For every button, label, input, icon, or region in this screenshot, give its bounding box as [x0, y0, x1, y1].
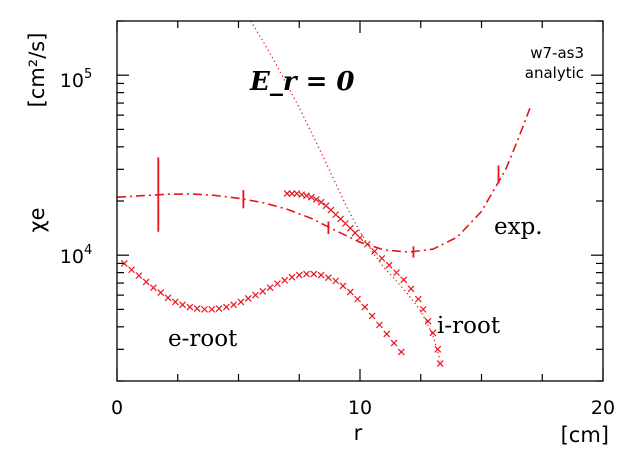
data-point	[150, 284, 157, 292]
data-point	[135, 272, 143, 280]
y-axis-unit: [cm²/s]	[25, 33, 49, 108]
data-point	[179, 301, 187, 309]
series-e-root	[120, 259, 405, 356]
data-point	[385, 261, 393, 269]
data-point	[201, 305, 208, 313]
data-point	[436, 360, 444, 367]
data-point	[295, 271, 303, 279]
data-point	[407, 285, 415, 293]
data-point	[186, 303, 194, 311]
y-tick-base-1e4: 10	[60, 246, 84, 268]
data-point	[230, 301, 238, 309]
data-point	[259, 287, 267, 295]
data-point	[317, 198, 325, 206]
series-label-exp: exp.	[494, 214, 543, 240]
data-point	[429, 329, 437, 337]
source-annotation-line1: w7-as3	[530, 44, 584, 62]
series-dotted-curve	[250, 20, 441, 361]
data-point	[390, 339, 398, 347]
series-line	[116, 107, 531, 253]
data-point	[208, 305, 216, 313]
data-point	[424, 317, 432, 325]
y-tick-exp-1e5: 5	[84, 67, 92, 82]
data-point	[281, 276, 289, 284]
series-exp	[116, 107, 531, 258]
data-point	[312, 196, 320, 203]
data-point	[376, 321, 383, 329]
data-point	[222, 303, 230, 311]
data-point	[307, 193, 315, 201]
plot-frame	[116, 20, 604, 382]
data-point	[378, 254, 386, 262]
er-annotation: E_r = 0	[249, 67, 355, 97]
series-label-eroot: e-root	[168, 326, 238, 352]
data-point	[237, 298, 245, 306]
y-tick-label-1e5: 105	[60, 67, 92, 92]
data-point	[339, 282, 347, 290]
data-point	[215, 305, 223, 313]
data-point	[414, 295, 422, 303]
data-point	[164, 294, 172, 302]
y-tick-exp-1e4: 4	[84, 243, 92, 258]
data-point	[400, 276, 408, 284]
data-point	[397, 348, 405, 356]
data-point	[393, 269, 400, 277]
data-point	[354, 295, 361, 303]
data-point	[128, 266, 136, 274]
data-point	[383, 330, 391, 338]
data-point	[346, 288, 354, 296]
data-point	[283, 190, 291, 197]
data-point	[310, 270, 318, 278]
data-point	[303, 270, 310, 278]
data-point	[361, 303, 369, 311]
data-point	[303, 192, 310, 200]
data-point	[120, 259, 128, 267]
data-point	[332, 277, 340, 285]
y-tick-label-1e4: 104	[60, 243, 92, 268]
source-annotation-line2: analytic	[525, 64, 584, 82]
data-point	[371, 247, 379, 255]
y-axis-label: χe	[25, 207, 49, 232]
data-point	[419, 305, 427, 313]
data-point	[273, 280, 281, 288]
series-line	[250, 20, 441, 361]
data-point	[288, 273, 296, 281]
data-point	[171, 298, 179, 306]
data-point	[157, 289, 165, 296]
series-label-iroot: i-root	[437, 313, 501, 339]
x-axis-unit: [cm]	[561, 423, 609, 447]
data-point	[193, 305, 201, 313]
series-layer	[116, 20, 531, 367]
data-point	[252, 291, 259, 299]
data-point	[288, 190, 296, 197]
data-point	[324, 274, 332, 282]
data-point	[317, 271, 325, 279]
data-point	[368, 312, 376, 320]
x-tick-label-20: 20	[591, 397, 615, 419]
data-point	[142, 278, 150, 286]
x-tick-label-0: 0	[111, 397, 123, 419]
y-tick-base-1e5: 10	[60, 70, 84, 92]
data-point	[244, 295, 252, 302]
x-axis-label: r	[354, 421, 363, 445]
data-point	[266, 284, 274, 292]
data-point	[434, 345, 442, 353]
data-point	[356, 234, 364, 242]
x-tick-label-10: 10	[348, 397, 372, 419]
